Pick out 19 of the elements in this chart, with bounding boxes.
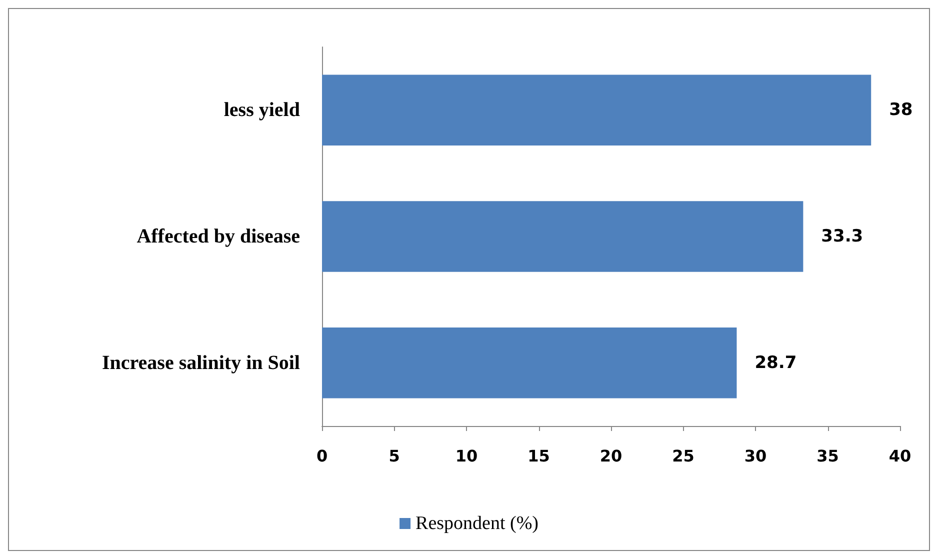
- x-tick-label: 20: [600, 446, 622, 466]
- x-tick-label: 40: [888, 446, 912, 466]
- legend-label: Respondent (%): [416, 513, 538, 534]
- data-label: 28.7: [754, 352, 797, 373]
- data-label: 33.3: [821, 226, 864, 246]
- x-tick-label: 25: [672, 446, 694, 466]
- x-tick-label: 15: [528, 446, 550, 466]
- bar: [322, 201, 804, 272]
- bar: [322, 74, 872, 146]
- x-tick-label: 30: [744, 446, 767, 466]
- y-tick-label: less yield: [224, 99, 300, 122]
- x-tick-label: 5: [388, 446, 400, 466]
- x-tick-label: 35: [816, 446, 839, 466]
- data-label: 38: [889, 100, 913, 120]
- x-tick-label: 10: [455, 446, 478, 466]
- y-tick-label: Affected by disease: [136, 226, 300, 248]
- y-tick-label: Increase salinity in Soil: [102, 352, 300, 374]
- x-tick-label: 0: [316, 446, 328, 466]
- bar: [322, 327, 737, 398]
